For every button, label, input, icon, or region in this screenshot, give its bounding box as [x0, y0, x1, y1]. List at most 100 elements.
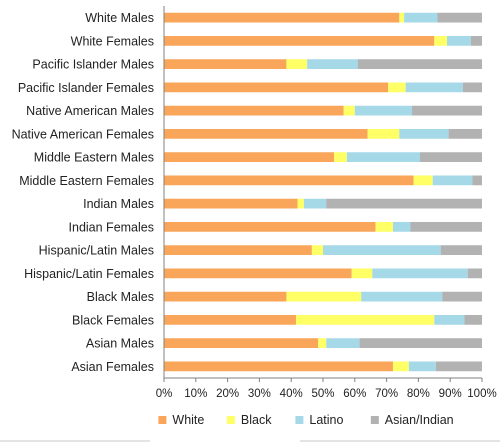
category-label: Indian Males	[83, 197, 154, 211]
bar-black-females-black	[295, 314, 435, 325]
bar-native-american-males-white	[164, 105, 344, 116]
bar-pacific-islander-females-white	[164, 82, 389, 93]
bar-asian-females-white	[164, 361, 393, 372]
bar-asian-females-latino	[408, 361, 436, 372]
legend-label-black: Black	[241, 413, 272, 427]
bar-middle-eastern-females-white	[164, 175, 414, 186]
x-tick-label: 10%	[184, 388, 207, 400]
x-tick-label: 20%	[216, 388, 239, 400]
bar-middle-eastern-males-latino	[346, 152, 420, 162]
bar-middle-eastern-females-latino	[432, 175, 473, 186]
bar-native-american-females-latino	[399, 128, 449, 139]
bar-asian-females-asian-indian	[435, 361, 482, 372]
bar-indian-females-asian-indian	[410, 221, 482, 232]
bar-white-females-latino	[447, 35, 471, 46]
legend-swatch-asian-indian	[370, 416, 379, 424]
bar-indian-females-white	[164, 221, 376, 232]
bar-pacific-islander-males-black	[286, 59, 308, 69]
x-tick-label: 60%	[343, 388, 366, 400]
bar-pacific-islander-males-asian-indian	[357, 59, 482, 69]
x-tick-label: 100%	[467, 388, 496, 400]
x-tick-label: 40%	[280, 388, 303, 400]
legend-label-white: White	[172, 413, 204, 427]
bar-white-males-latino	[404, 12, 438, 23]
bar-white-females-asian-indian	[470, 35, 482, 46]
category-label: Hispanic/Latin Females	[24, 267, 154, 281]
legend-label-latino: Latino	[309, 413, 343, 427]
category-label: Indian Females	[69, 220, 154, 234]
bar-asian-males-asian-indian	[359, 338, 482, 348]
bar-hispanic-latin-females-latino	[372, 268, 468, 279]
bar-pacific-islander-females-latino	[405, 82, 463, 93]
bar-white-males-asian-indian	[437, 12, 482, 23]
category-label: Native American Females	[12, 127, 154, 141]
legend-label-asian-indian: Asian/Indian	[385, 413, 454, 427]
bar-black-females-latino	[434, 314, 465, 325]
category-label: Asian Females	[71, 360, 154, 374]
bars-layer	[164, 12, 482, 372]
bar-middle-eastern-males-black	[334, 152, 347, 162]
category-labels: White Males White Females Pacific Islander…	[12, 11, 154, 374]
x-tick-label: 50%	[311, 388, 334, 400]
legend-swatch-latino	[295, 416, 304, 424]
bar-indian-females-latino	[392, 221, 411, 232]
bar-asian-males-white	[164, 338, 319, 348]
category-label: Black Males	[87, 290, 154, 304]
bar-black-males-white	[164, 291, 287, 302]
x-tick-label: 90%	[439, 388, 462, 400]
x-axis-ticks: 0% 10% 20% 30% 40% 50% 60% 70% 80% 90% 100%	[156, 378, 497, 400]
bar-hispanic-latin-females-white	[164, 268, 352, 279]
bar-hispanic-latin-males-asian-indian	[440, 245, 482, 255]
bar-black-males-asian-indian	[442, 291, 482, 302]
category-label: Middle Eastern Females	[19, 174, 154, 188]
bar-indian-males-asian-indian	[326, 198, 482, 209]
bar-white-females-black	[434, 35, 448, 46]
bar-indian-males-white	[164, 198, 298, 209]
bar-indian-males-black	[297, 198, 304, 209]
x-tick-label: 0%	[156, 388, 173, 400]
bar-pacific-islander-males-latino	[307, 59, 358, 69]
category-label: White Females	[71, 34, 154, 48]
bar-hispanic-latin-males-latino	[323, 245, 441, 255]
category-label: Hispanic/Latin Males	[39, 244, 154, 258]
bar-native-american-males-latino	[354, 105, 413, 116]
bar-native-american-males-asian-indian	[412, 105, 482, 116]
bar-middle-eastern-females-asian-indian	[472, 175, 482, 186]
bar-white-males-white	[164, 12, 400, 23]
category-label: Native American Males	[26, 104, 154, 118]
bar-black-males-black	[286, 291, 362, 302]
category-label: Pacific Islander Males	[32, 58, 154, 72]
bar-indian-males-latino	[303, 198, 327, 209]
bar-hispanic-latin-males-black	[311, 245, 323, 255]
bar-native-american-females-asian-indian	[448, 128, 482, 139]
bar-middle-eastern-females-black	[413, 175, 433, 186]
bar-middle-eastern-males-asian-indian	[419, 152, 482, 162]
bar-white-females-white	[164, 35, 435, 46]
legend-swatch-white	[158, 416, 167, 424]
bar-hispanic-latin-males-white	[164, 245, 312, 255]
category-label: Asian Males	[86, 337, 154, 351]
bar-native-american-females-black	[367, 128, 400, 139]
bar-indian-females-black	[375, 221, 393, 232]
bar-middle-eastern-males-white	[164, 152, 335, 162]
x-tick-label: 30%	[248, 388, 271, 400]
bar-hispanic-latin-females-black	[351, 268, 373, 279]
category-label: Pacific Islander Females	[18, 81, 154, 95]
bar-asian-males-latino	[326, 338, 360, 348]
bar-black-females-asian-indian	[464, 314, 482, 325]
category-label: White Males	[85, 11, 154, 25]
bar-asian-females-black	[392, 361, 409, 372]
bar-native-american-females-white	[164, 128, 368, 139]
bar-hispanic-latin-females-asian-indian	[467, 268, 482, 279]
bar-asian-males-black	[318, 338, 327, 348]
x-tick-label: 70%	[375, 388, 398, 400]
bar-white-males-black	[399, 12, 405, 23]
category-label: Black Females	[72, 313, 154, 327]
legend: White Black Latino Asian/Indian	[158, 413, 454, 427]
bar-pacific-islander-males-white	[164, 59, 287, 69]
bar-pacific-islander-females-black	[388, 82, 406, 93]
bar-black-females-white	[164, 314, 296, 325]
bar-pacific-islander-females-asian-indian	[462, 82, 482, 93]
bar-black-males-latino	[361, 291, 443, 302]
